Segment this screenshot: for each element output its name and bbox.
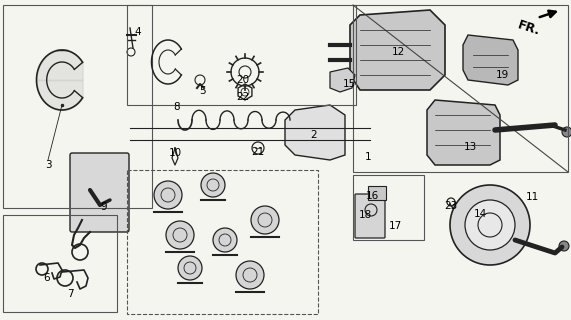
Bar	[127, 170, 318, 314]
Bar	[353, 175, 424, 240]
Polygon shape	[463, 35, 518, 85]
Circle shape	[562, 127, 571, 137]
Text: 16: 16	[365, 191, 379, 201]
Text: 22: 22	[236, 92, 250, 102]
Text: 8: 8	[174, 102, 180, 112]
Text: 11: 11	[525, 192, 538, 202]
FancyBboxPatch shape	[368, 186, 386, 200]
Text: 20: 20	[236, 75, 250, 85]
Text: 3: 3	[45, 160, 51, 170]
FancyBboxPatch shape	[355, 194, 385, 238]
Bar	[3, 5, 152, 208]
Bar	[3, 215, 117, 312]
Polygon shape	[330, 68, 355, 92]
Text: 1: 1	[365, 152, 371, 162]
Circle shape	[201, 173, 225, 197]
Text: 4: 4	[135, 27, 141, 37]
Text: 23: 23	[444, 201, 457, 211]
Text: 17: 17	[388, 221, 401, 231]
Text: 15: 15	[343, 79, 356, 89]
Circle shape	[178, 256, 202, 280]
Text: FR.: FR.	[516, 18, 542, 38]
Polygon shape	[350, 10, 445, 90]
Bar	[127, 5, 356, 105]
Circle shape	[236, 261, 264, 289]
Polygon shape	[285, 105, 345, 160]
Text: 12: 12	[391, 47, 405, 57]
Polygon shape	[427, 100, 500, 165]
Circle shape	[154, 181, 182, 209]
Text: 13: 13	[464, 142, 477, 152]
Circle shape	[166, 221, 194, 249]
Bar	[353, 5, 568, 172]
Text: 7: 7	[67, 289, 73, 299]
Text: 19: 19	[496, 70, 509, 80]
Text: 21: 21	[251, 147, 264, 157]
Circle shape	[213, 228, 237, 252]
Text: 9: 9	[100, 202, 107, 212]
FancyBboxPatch shape	[70, 153, 129, 232]
Text: 18: 18	[359, 210, 372, 220]
Circle shape	[465, 200, 515, 250]
Circle shape	[251, 206, 279, 234]
Text: 10: 10	[168, 148, 182, 158]
Circle shape	[559, 241, 569, 251]
Text: 2: 2	[311, 130, 317, 140]
Circle shape	[450, 185, 530, 265]
Text: 14: 14	[473, 209, 486, 219]
Text: 6: 6	[44, 273, 50, 283]
Text: 5: 5	[199, 86, 206, 96]
